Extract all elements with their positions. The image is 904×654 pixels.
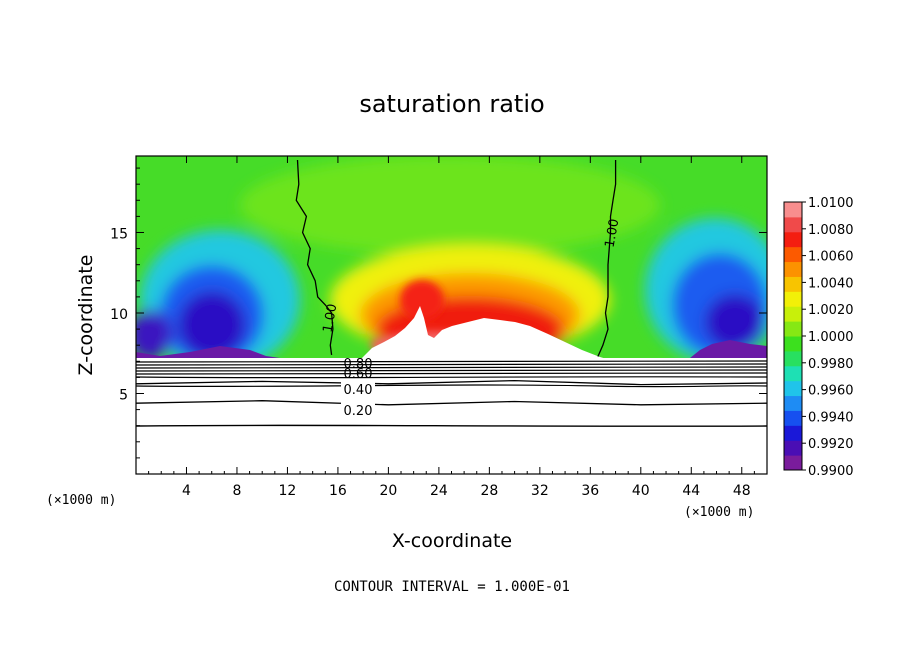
y-axis-label: Z-coordinate (75, 255, 97, 376)
colorbar-swatch-3 (784, 410, 802, 426)
colorbar-swatch-15 (784, 231, 802, 248)
x-tick-label-1: 8 (232, 483, 241, 499)
colorbar-label-5: 1.0000 (808, 330, 854, 345)
blob-right-deep (705, 294, 765, 350)
contour-label-3: 0.40 (344, 383, 373, 398)
colorbar: 1.0100 1.0080 1.0060 1.0040 1.0020 1.0000 0.99… (783, 196, 854, 479)
x-tick-label-2: 12 (279, 483, 297, 499)
x-tick-label-11: 48 (733, 483, 751, 499)
blob-peak-red (400, 280, 444, 320)
colorbar-swatch-13 (784, 261, 802, 277)
x-axis: 4 8 12 16 20 24 28 32 36 40 44 48 (148, 156, 755, 499)
colorbar-swatch-10 (784, 306, 802, 322)
contour-line-2 (136, 400, 767, 406)
contour-label-group-3: 0.40 (341, 380, 375, 398)
x-axis-label: X-coordinate (392, 530, 512, 552)
colorbar-swatch-14 (784, 246, 802, 263)
colorbar-swatch-17 (784, 202, 802, 218)
left-dry-bottom (136, 346, 280, 358)
y-axis: 5 10 15 (110, 167, 767, 459)
colorbar-swatch-7 (784, 350, 802, 367)
colorbar-label-2: 1.0060 (808, 250, 854, 265)
contour-interval-note: CONTOUR INTERVAL = 1.000E-01 (334, 579, 570, 595)
x-tick-label-4: 20 (379, 483, 397, 499)
x-unit-right: (×1000 m) (684, 505, 754, 520)
colorbar-label-7: 0.9960 (808, 384, 854, 399)
colorbar-swatch-12 (784, 276, 802, 292)
x-tick-label-3: 16 (329, 483, 347, 499)
colorbar-label-3: 1.0040 (808, 276, 854, 291)
colorbar-swatch-9 (784, 321, 802, 337)
colorbar-swatch-5 (784, 380, 802, 397)
colorbar-label-9: 0.9920 (808, 437, 854, 452)
contour-label-group-0: 1.00 (321, 303, 341, 334)
x-tick-label-6: 28 (480, 483, 498, 499)
contour-label-group-2: 0.20 (341, 401, 375, 419)
contour-line-3 (136, 379, 767, 386)
contour-label-0: 1.00 (321, 303, 341, 334)
contour-lines (136, 159, 767, 427)
plot-area: 1.00 1.00 0.20 0.40 0.800.60 (136, 156, 767, 474)
chart-title: saturation ratio (359, 90, 544, 118)
colorbar-swatch-0 (784, 455, 802, 471)
colorbar-label-6: 0.9980 (808, 357, 854, 372)
colorbar-swatch-4 (784, 395, 802, 411)
colorbar-swatch-11 (784, 291, 802, 307)
blob-left-edge (136, 310, 172, 360)
colorbar-label-8: 0.9940 (808, 410, 854, 425)
contour-line-bottom (136, 424, 767, 427)
contour-line-1 (597, 160, 617, 357)
cloud-free-region (360, 306, 610, 360)
colorbar-swatch-1 (784, 440, 802, 456)
contour-label-1: 1.00 (603, 218, 623, 249)
x-tick-label-0: 4 (182, 483, 191, 499)
y-tick-label-1: 10 (110, 307, 128, 323)
colorbar-swatch-2 (784, 425, 802, 441)
blob-left-deep (178, 291, 246, 359)
field-blobs (136, 156, 767, 370)
x-tick-label-7: 32 (531, 483, 549, 499)
blob-upper-light (240, 156, 660, 255)
x-tick-label-5: 24 (430, 483, 448, 499)
contour-label-group-1: 1.00 (603, 218, 623, 249)
colorbar-swatch-8 (784, 336, 802, 352)
contour-label-2: 0.20 (344, 404, 373, 419)
right-dry-bottom (690, 340, 767, 358)
x-tick-label-9: 40 (632, 483, 650, 499)
x-tick-label-10: 44 (682, 483, 700, 499)
y-tick-label-2: 15 (110, 226, 128, 242)
x-tick-label-8: 36 (581, 483, 599, 499)
colorbar-label-4: 1.0020 (808, 303, 854, 318)
contour-label-bg-2 (341, 401, 375, 417)
contour-lines-lower (136, 360, 767, 379)
colorbar-label-0: 1.0100 (808, 196, 854, 211)
contour-label-extra-0: 0.80 (344, 357, 373, 372)
colorbar-swatch-16 (784, 216, 802, 233)
contour-line-0 (295, 159, 334, 355)
colorbar-label-1: 1.0080 (808, 223, 854, 238)
colorbar-label-10: 0.9900 (808, 464, 854, 479)
x-unit-left: (×1000 m) (46, 493, 116, 508)
contour-label-bg-3 (341, 380, 375, 396)
colorbar-swatch-6 (784, 365, 802, 382)
contour-label-extra-1: 0.60 (344, 367, 373, 382)
lower-region (136, 358, 767, 474)
y-tick-label-0: 5 (119, 387, 128, 403)
contour-line-mid (136, 384, 767, 388)
